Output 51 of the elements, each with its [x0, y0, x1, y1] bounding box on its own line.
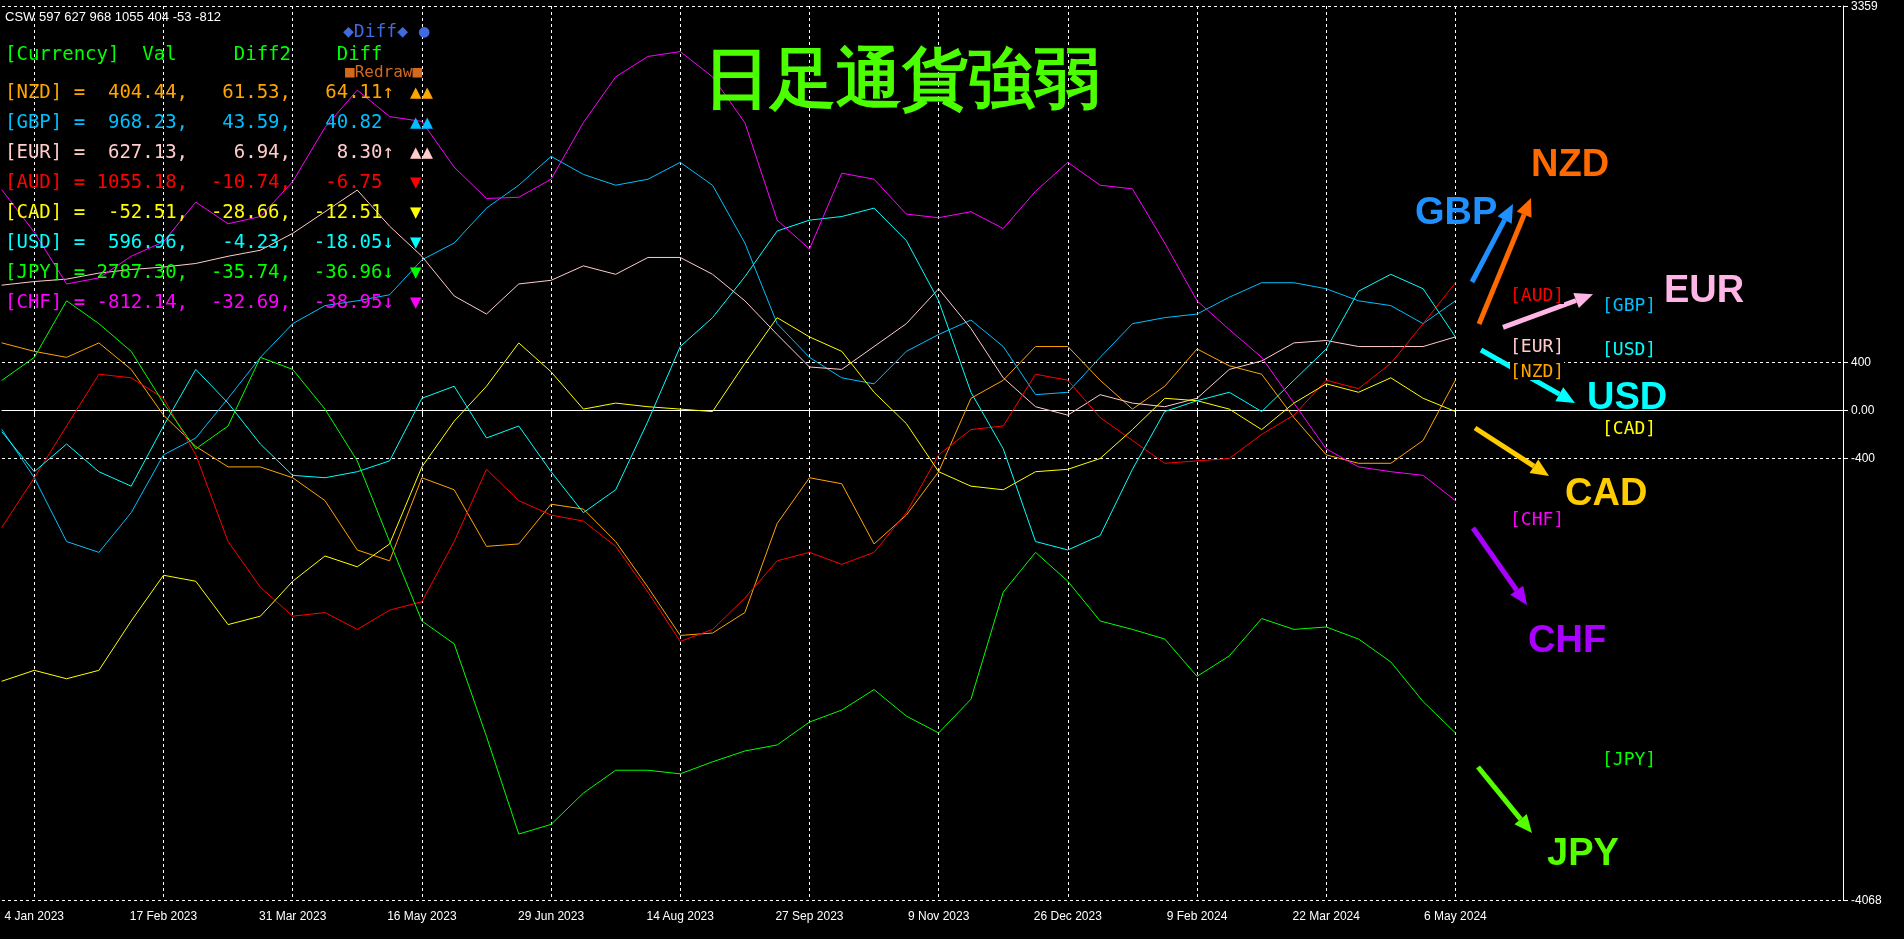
annotation: [JPY]: [1602, 748, 1657, 769]
annotation: ▲▲: [410, 80, 433, 102]
x-tick-label: 22 Mar 2024: [1292, 909, 1361, 923]
x-tick-label: 14 Aug 2023: [646, 909, 715, 923]
y-tick-label: -4068: [1851, 893, 1883, 907]
annotation: ■Redraw■: [345, 62, 423, 81]
y-tick-label: 0.00: [1851, 403, 1875, 418]
x-tick-label: 31 Mar 2023: [258, 909, 327, 923]
annotation: USD: [1587, 375, 1668, 417]
annotation: ▼: [410, 290, 422, 312]
annotation: ◆Diff◆ ●: [343, 20, 430, 41]
annotation: JPY: [1547, 831, 1619, 873]
annotation: [GBP] = 968.23, 43.59, 40.82: [5, 110, 383, 132]
x-tick-label: 9 Feb 2024: [1166, 909, 1228, 923]
annotation: ▼: [410, 230, 422, 252]
annotation: ▼: [410, 170, 422, 192]
annotation: [AUD]: [1510, 284, 1565, 305]
y-tick-label: 3359: [1851, 0, 1879, 13]
x-tick-label: 6 May 2024: [1424, 909, 1488, 923]
annotation: [AUD] = 1055.18, -10.74, -6.75: [5, 170, 383, 192]
annotation: ▼: [410, 260, 422, 282]
annotation: [GBP]: [1602, 294, 1657, 315]
annotation: [EUR] = 627.13, 6.94, 8.30↑: [5, 140, 394, 162]
y-tick-label: 400: [1851, 355, 1872, 370]
y-tick-label: -400: [1851, 451, 1876, 466]
annotation: ▲▲: [410, 140, 433, 162]
annotation: ▼: [410, 200, 422, 222]
annotation: CAD: [1565, 471, 1648, 513]
annotation: CHF: [1528, 618, 1607, 660]
annotation: [NZD] = 404.44, 61.53, 64.11↑: [5, 80, 394, 102]
x-tick-label: 17 Feb 2023: [129, 909, 198, 923]
line-series: [1, 317, 1456, 682]
annotation: NZD: [1531, 142, 1610, 184]
x-tick-label: 9 Nov 2023: [907, 909, 970, 923]
x-tick-label: 26 Dec 2023: [1033, 909, 1103, 923]
annotation: [USD]: [1602, 338, 1657, 359]
annotation: GBP: [1415, 190, 1498, 232]
annotation: [NZD]: [1510, 360, 1565, 381]
annotation: [CHF]: [1510, 508, 1565, 529]
x-tick-label: 4 Jan 2023: [4, 909, 65, 923]
annotation: CSW 597 627 968 1055 404 -53 -812: [5, 9, 222, 24]
x-tick-label: 29 Jun 2023: [518, 909, 585, 923]
x-tick-label: 16 May 2023: [387, 909, 457, 923]
annotation: [EUR]: [1510, 335, 1565, 356]
text: 日足通貨強弱: [704, 40, 1100, 117]
annotation: [CAD]: [1602, 417, 1657, 438]
line-series: [1, 342, 1456, 636]
annotation: [Currency] Val Diff2 Diff: [5, 42, 383, 64]
x-tick-label: 27 Sep 2023: [775, 909, 844, 923]
line-series: [1, 282, 1456, 642]
annotation: EUR: [1664, 268, 1745, 310]
